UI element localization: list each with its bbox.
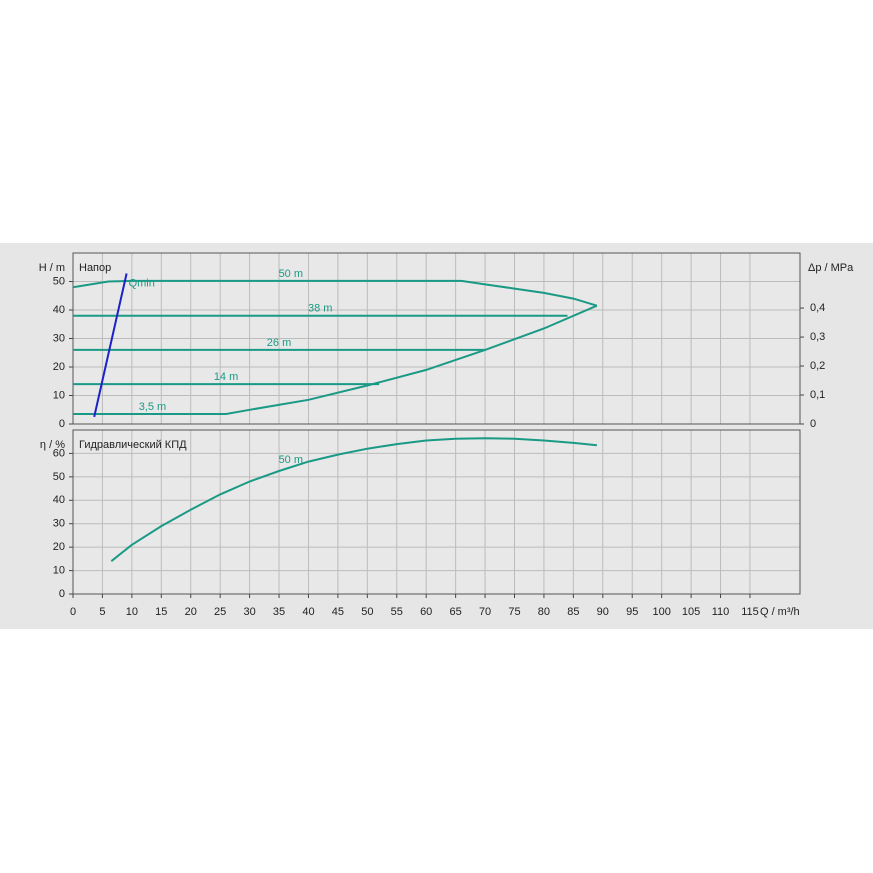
- y-axis-label: H / m: [39, 262, 65, 274]
- y-tick-label: 0: [59, 418, 65, 430]
- plot-area: [73, 430, 800, 594]
- plot-frame: [72, 429, 801, 595]
- curve: [72, 279, 598, 307]
- x-tick-label: 95: [626, 606, 638, 618]
- x-axis-label: Q / m³/h: [760, 606, 800, 618]
- x-tick-label: 40: [302, 606, 314, 618]
- x-tick-label: 25: [214, 606, 226, 618]
- y2-axis-label: Δp / MPa: [808, 262, 854, 274]
- panel-title: Напор: [79, 262, 111, 274]
- y-tick-label: 0: [59, 588, 65, 600]
- x-tick-label: 30: [243, 606, 255, 618]
- x-tick-label: 85: [567, 606, 579, 618]
- x-tick-label: 70: [479, 606, 491, 618]
- curve-label: 50 m: [279, 268, 303, 280]
- plot-frame: [72, 252, 801, 425]
- x-tick-label: 110: [712, 606, 730, 618]
- y-tick-label: 30: [53, 518, 65, 530]
- x-tick-label: 115: [741, 606, 759, 618]
- y-tick-label: 10: [53, 389, 65, 401]
- x-tick-label: 10: [126, 606, 138, 618]
- x-tick-label: 15: [155, 606, 167, 618]
- y2-tick-label: 0,4: [810, 302, 825, 314]
- x-tick-label: 45: [332, 606, 344, 618]
- x-tick-label: 50: [361, 606, 373, 618]
- y2-tick-label: 0,3: [810, 331, 825, 343]
- x-tick-label: 60: [420, 606, 432, 618]
- x-tick-label: 55: [391, 606, 403, 618]
- curve-label: 38 m: [308, 303, 332, 315]
- curve-label: 26 m: [267, 337, 291, 349]
- curve: [93, 273, 128, 418]
- y2-tick-label: 0,2: [810, 360, 825, 372]
- curve-label: 14 m: [214, 371, 238, 383]
- y-tick-label: 40: [53, 304, 65, 316]
- curve-label: Qmin: [129, 277, 155, 289]
- x-tick-label: 20: [185, 606, 197, 618]
- y-tick-label: 20: [53, 541, 65, 553]
- x-tick-label: 65: [450, 606, 462, 618]
- curve: [73, 304, 598, 415]
- curve-label: 3,5 m: [139, 401, 167, 413]
- x-tick-label: 0: [70, 606, 76, 618]
- y-tick-label: 40: [53, 494, 65, 506]
- x-tick-label: 100: [652, 606, 670, 618]
- y-axis-label: η / %: [40, 439, 65, 451]
- y-tick-label: 50: [53, 275, 65, 287]
- y-tick-label: 50: [53, 471, 65, 483]
- x-tick-label: 80: [538, 606, 550, 618]
- y-tick-label: 20: [53, 361, 65, 373]
- curve-label: 50 m: [279, 454, 303, 466]
- y2-tick-label: 0,1: [810, 389, 825, 401]
- y-tick-label: 60: [53, 447, 65, 459]
- x-tick-label: 75: [508, 606, 520, 618]
- x-tick-label: 105: [682, 606, 700, 618]
- panel-title: Гидравлический КПД: [79, 439, 187, 451]
- y2-tick-label: 0: [810, 418, 816, 430]
- y-tick-label: 30: [53, 332, 65, 344]
- y-tick-label: 10: [53, 564, 65, 576]
- x-tick-label: 90: [597, 606, 609, 618]
- x-tick-label: 5: [99, 606, 105, 618]
- x-tick-label: 35: [273, 606, 285, 618]
- curve: [110, 437, 597, 562]
